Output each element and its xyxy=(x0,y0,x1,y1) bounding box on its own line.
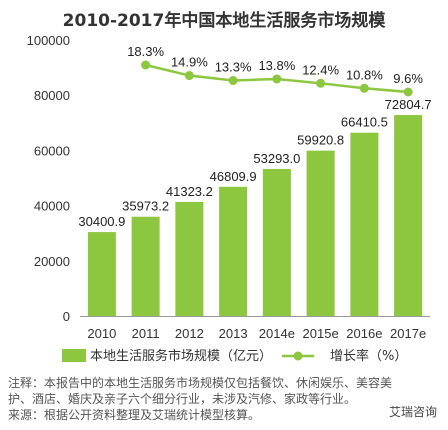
bar-value-label: 66410.5 xyxy=(341,115,388,130)
growth-point xyxy=(316,78,326,88)
bar-value-label: 35973.2 xyxy=(122,199,169,214)
growth-label: 13.8% xyxy=(258,58,295,73)
note-line-2: 护、酒店、婚庆及亲子六个细分行业，未涉及汽修、家政等行业。 xyxy=(8,392,357,406)
bar xyxy=(87,232,116,316)
legend-line-label: 增长率（%） xyxy=(330,348,407,364)
x-tick-label: 2017e xyxy=(390,326,426,341)
bar-value-label: 30400.9 xyxy=(78,214,125,229)
bar xyxy=(175,201,204,316)
growth-line: 18.3% 14.9% 13.3% 13.8% 12.4% 10.8% 9.6% xyxy=(127,44,423,97)
legend-line-marker xyxy=(293,351,303,361)
growth-label: 14.9% xyxy=(171,55,208,70)
bar-value-label: 59920.8 xyxy=(297,133,344,148)
bar-value-label: 72804.7 xyxy=(385,97,432,112)
footnotes: 注释：本报告中的本地生活服务市场规模仅包括餐饮、休闲娱乐、美容美 护、酒店、婚庆… xyxy=(8,375,444,423)
x-tick-label: 2012 xyxy=(175,326,204,341)
bar xyxy=(131,216,160,316)
growth-point xyxy=(228,76,238,86)
legend-bar-label: 本地生活服务市场规模（亿元） xyxy=(90,348,272,364)
bar xyxy=(306,150,335,316)
y-tick-label: 80000 xyxy=(34,88,70,103)
x-tick-label: 2013 xyxy=(219,326,248,341)
y-tick-label: 0 xyxy=(63,309,70,324)
growth-point xyxy=(184,71,194,81)
growth-point xyxy=(403,87,413,97)
growth-label: 9.6% xyxy=(393,71,423,86)
growth-label: 12.4% xyxy=(302,62,339,77)
y-tick-label: 100000 xyxy=(27,33,70,48)
watermark: 艾瑞咨询 xyxy=(385,402,440,421)
bar xyxy=(350,132,379,316)
y-tick-label: 40000 xyxy=(34,199,70,214)
growth-label: 18.3% xyxy=(127,44,164,59)
legend: 本地生活服务市场规模（亿元） 增长率（%） xyxy=(62,348,407,364)
x-tick-label: 2014e xyxy=(259,326,295,341)
x-tick-label: 2011 xyxy=(132,326,160,341)
bar xyxy=(262,168,291,316)
x-tick-label: 2010 xyxy=(87,326,116,341)
legend-bar-swatch xyxy=(62,349,86,362)
y-tick-label: 60000 xyxy=(34,143,70,158)
bar-value-label: 53293.0 xyxy=(253,151,300,166)
x-tick-label: 2015e xyxy=(303,326,339,341)
growth-point xyxy=(272,74,282,84)
axes: 0 20000 40000 60000 80000 100000 2010 2011 2012 2… xyxy=(27,33,430,341)
y-tick-label: 20000 xyxy=(34,254,70,269)
bar-value-label: 46809.9 xyxy=(210,169,257,184)
bar xyxy=(219,186,248,316)
x-tick-label: 2016e xyxy=(346,326,382,341)
bar-line-chart: 0 20000 40000 60000 80000 100000 2010 2011 2012 2… xyxy=(27,33,432,364)
bar-value-label: 41323.2 xyxy=(166,184,213,199)
note-line-3: 来源：根据公开资料整理及艾瑞统计模型核算。 xyxy=(8,408,261,422)
bar xyxy=(394,115,423,317)
growth-point xyxy=(359,83,369,93)
growth-label: 13.3% xyxy=(215,60,252,75)
chart-title: 2010-2017年中国本地生活服务市场规模 xyxy=(62,11,386,31)
growth-point xyxy=(141,60,151,70)
note-line-1: 注释：本报告中的本地生活服务市场规模仅包括餐饮、休闲娱乐、美容美 xyxy=(8,376,393,390)
growth-label: 10.8% xyxy=(346,67,383,82)
